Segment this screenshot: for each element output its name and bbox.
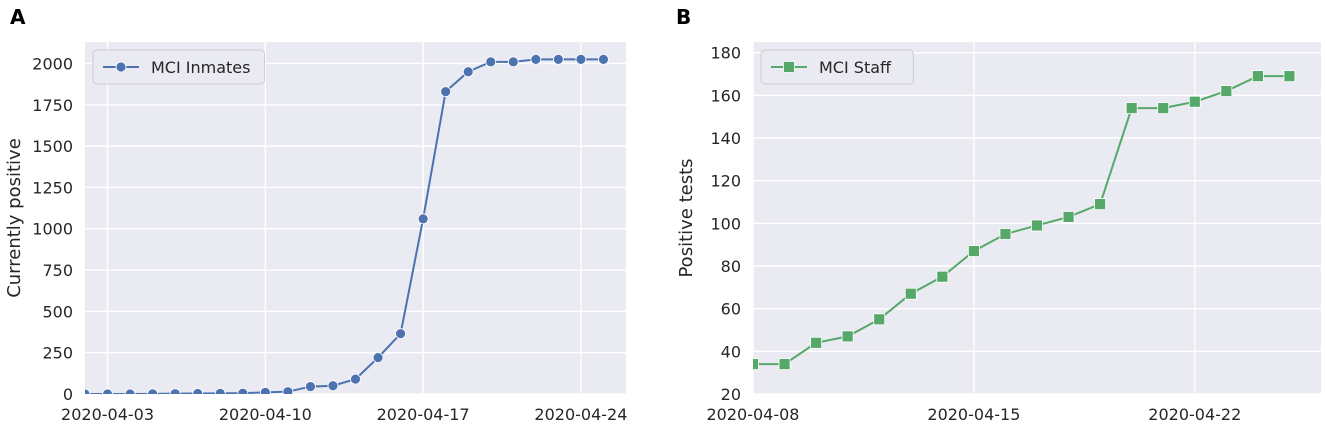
data-point [967, 245, 980, 257]
data-point [395, 328, 406, 340]
data-point [372, 352, 384, 364]
data-point [124, 388, 136, 394]
data-point [1125, 102, 1138, 115]
y-tick-label: 140 [710, 129, 741, 148]
data-point [440, 86, 452, 97]
data-point [1157, 102, 1170, 115]
panel-label: B [676, 5, 691, 29]
legend: MCI Inmates [92, 49, 266, 85]
data-point [259, 386, 271, 394]
data-point [1251, 70, 1264, 83]
data-point [1283, 70, 1296, 83]
data-point [462, 66, 474, 78]
data-point [214, 387, 226, 394]
y-tick-label: 40 [721, 342, 741, 361]
y-tick-label: 120 [710, 172, 741, 191]
y-tick-label: 1500 [32, 137, 73, 156]
data-point [530, 53, 542, 65]
data-point [417, 213, 429, 225]
y-tick-label: 250 [42, 344, 73, 363]
y-tick-label: 0 [63, 385, 73, 404]
data-point [778, 358, 791, 371]
data-point [1031, 219, 1043, 232]
data-point [1188, 95, 1201, 108]
y-tick-label: 2000 [32, 54, 73, 73]
x-tick-label: 2020-04-03 [61, 405, 154, 424]
data-point [999, 228, 1012, 240]
series-layer [85, 53, 609, 394]
data-point [507, 56, 519, 68]
data-point [237, 387, 249, 394]
y-tick-label: 1750 [32, 96, 73, 115]
y-tick-label: 750 [42, 261, 73, 280]
plot-area [85, 42, 626, 394]
y-tick-label: 80 [721, 257, 741, 276]
data-point [102, 388, 113, 394]
y-tick-label: 160 [710, 86, 741, 105]
data-point [575, 53, 587, 65]
data-point [169, 388, 181, 394]
x-tick-label: 2020-04-22 [1148, 405, 1241, 424]
data-point [327, 380, 339, 392]
chart-panel-a: 0 250 500 750 1000 1250 1500 1750 2000 2020-04-03… [4, 5, 627, 424]
legend-marker [783, 61, 795, 73]
data-point [873, 313, 886, 326]
data-point [753, 358, 759, 371]
data-point [810, 336, 823, 349]
data-point [85, 388, 91, 394]
data-point [1220, 85, 1233, 97]
legend-label: MCI Inmates [151, 58, 250, 77]
data-point [552, 53, 564, 65]
data-point [841, 330, 854, 343]
data-point [1094, 198, 1107, 211]
data-point [282, 386, 294, 394]
y-axis-label: Currently positive [4, 138, 25, 298]
y-tick-label: 1000 [32, 220, 73, 239]
y-axis-label: Positive tests [676, 158, 697, 277]
legend-box [92, 49, 266, 85]
data-point [598, 53, 609, 65]
data-point [904, 287, 917, 300]
data-point [1062, 211, 1075, 223]
y-tick-label: 100 [710, 214, 741, 233]
y-tick-label: 1250 [32, 178, 73, 197]
data-point [192, 388, 204, 394]
y-tick-label: 500 [42, 302, 73, 321]
panel-label: A [10, 5, 26, 29]
data-point [305, 381, 316, 392]
x-tick-label: 2020-04-17 [377, 405, 470, 424]
series-layer [753, 70, 1296, 371]
data-point [485, 56, 497, 68]
y-tick-label: 20 [721, 385, 741, 404]
legend-box [760, 49, 914, 85]
data-point [936, 270, 949, 283]
legend: MCI Staff [760, 49, 914, 85]
y-tick-label: 60 [721, 300, 741, 319]
data-point [147, 388, 159, 394]
x-tick-label: 2020-04-24 [534, 405, 627, 424]
chart-panel-b: 20 40 60 80 100 120 140 160 180 2020-04-08 2020-04… [676, 5, 1321, 424]
x-tick-label: 2020-04-08 [707, 405, 800, 424]
legend-marker [115, 61, 127, 73]
x-tick-label: 2020-04-10 [219, 405, 312, 424]
data-point [350, 373, 361, 385]
legend-label: MCI Staff [819, 58, 892, 77]
x-tick-label: 2020-04-15 [927, 405, 1020, 424]
y-tick-label: 180 [710, 44, 741, 63]
